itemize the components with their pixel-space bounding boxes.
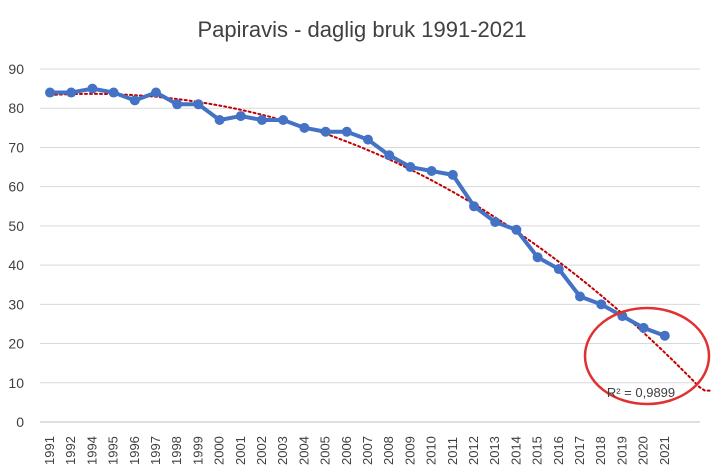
x-tick-label: 1992 <box>63 436 78 465</box>
x-tick-label: 2007 <box>360 436 375 465</box>
chart-title: Papiravis - daglig bruk 1991-2021 <box>198 17 527 42</box>
y-tick-label: 0 <box>16 414 24 430</box>
x-tick-label: 2013 <box>487 436 502 465</box>
data-point <box>363 134 373 145</box>
data-point <box>426 165 437 176</box>
x-tick-label: 2012 <box>466 436 481 465</box>
data-point <box>575 291 585 302</box>
x-tick-label: 2006 <box>339 436 354 465</box>
data-point <box>151 87 161 98</box>
data-point <box>447 169 458 180</box>
data-point <box>341 126 352 137</box>
y-tick-label: 60 <box>8 179 24 195</box>
y-tick-label: 10 <box>8 375 24 391</box>
x-tick-label: 2017 <box>572 436 587 465</box>
x-tick-label: 2000 <box>212 436 227 465</box>
x-tick-label: 2016 <box>551 436 566 465</box>
gridlines <box>40 68 700 423</box>
x-tick-label: 2009 <box>402 436 417 465</box>
data-point <box>384 150 395 161</box>
trendline-path <box>49 92 712 392</box>
x-tick-label: 2004 <box>296 436 311 465</box>
x-tick-label: 1991 <box>42 436 57 465</box>
r-squared-label: R² = 0,9899 <box>607 385 675 400</box>
data-point <box>596 299 607 310</box>
y-tick-label: 40 <box>8 257 24 273</box>
data-point <box>278 114 289 125</box>
r-squared-annotation: R² = 0,9899 <box>583 306 711 406</box>
y-tick-label: 90 <box>8 61 24 77</box>
x-tick-label: 2011 <box>445 437 460 465</box>
data-point <box>490 216 501 227</box>
y-tick-label: 50 <box>8 218 24 234</box>
data-point <box>214 114 225 125</box>
x-tick-label: 1999 <box>190 436 205 465</box>
highlight-circle <box>583 306 711 406</box>
data-point <box>659 330 670 341</box>
x-tick-label: 2020 <box>636 436 651 465</box>
data-point <box>193 99 204 110</box>
data-point <box>320 126 331 137</box>
x-tick-label: 2019 <box>614 436 629 465</box>
y-tick-label: 70 <box>8 139 24 155</box>
x-tick-label: 2008 <box>381 436 396 465</box>
y-tick-label: 20 <box>8 336 24 352</box>
data-series <box>45 83 670 341</box>
data-point <box>638 322 649 333</box>
data-point <box>108 87 119 98</box>
data-point <box>553 264 564 275</box>
y-tick-label: 30 <box>8 296 24 312</box>
data-point <box>532 252 543 263</box>
x-tick-label: 2014 <box>508 436 523 465</box>
data-point <box>257 114 267 125</box>
x-tick-label: 2003 <box>275 436 290 465</box>
data-point <box>469 201 479 212</box>
x-tick-label: 1996 <box>127 436 142 465</box>
data-point <box>511 224 522 235</box>
x-tick-label: 2018 <box>593 436 608 465</box>
data-point <box>66 87 77 98</box>
x-tick-label: 1998 <box>169 436 184 465</box>
series-line <box>48 86 667 338</box>
x-tick-label: 2015 <box>530 436 545 465</box>
y-axis-ticks: 0 10 20 30 40 50 60 70 80 90 <box>8 61 24 430</box>
x-tick-label: 2005 <box>318 436 333 465</box>
data-point <box>87 83 98 94</box>
x-axis-ticks: 1991 1992 1994 1995 1996 1997 1998 1999 2000 2001… <box>42 436 672 465</box>
x-tick-label: 2010 <box>424 436 439 465</box>
y-tick-label: 80 <box>8 100 24 116</box>
data-point <box>299 122 310 133</box>
trendline <box>49 92 712 392</box>
data-point <box>405 162 416 173</box>
x-tick-label: 1997 <box>148 436 163 465</box>
x-tick-label: 1995 <box>106 436 121 465</box>
data-point <box>129 95 140 106</box>
x-tick-label: 2001 <box>233 436 248 465</box>
x-tick-label: 1994 <box>84 436 99 465</box>
data-point <box>45 87 55 98</box>
data-point <box>235 111 246 122</box>
x-tick-label: 2002 <box>254 436 269 465</box>
x-tick-label: 2021 <box>657 436 672 465</box>
data-point <box>172 99 183 110</box>
